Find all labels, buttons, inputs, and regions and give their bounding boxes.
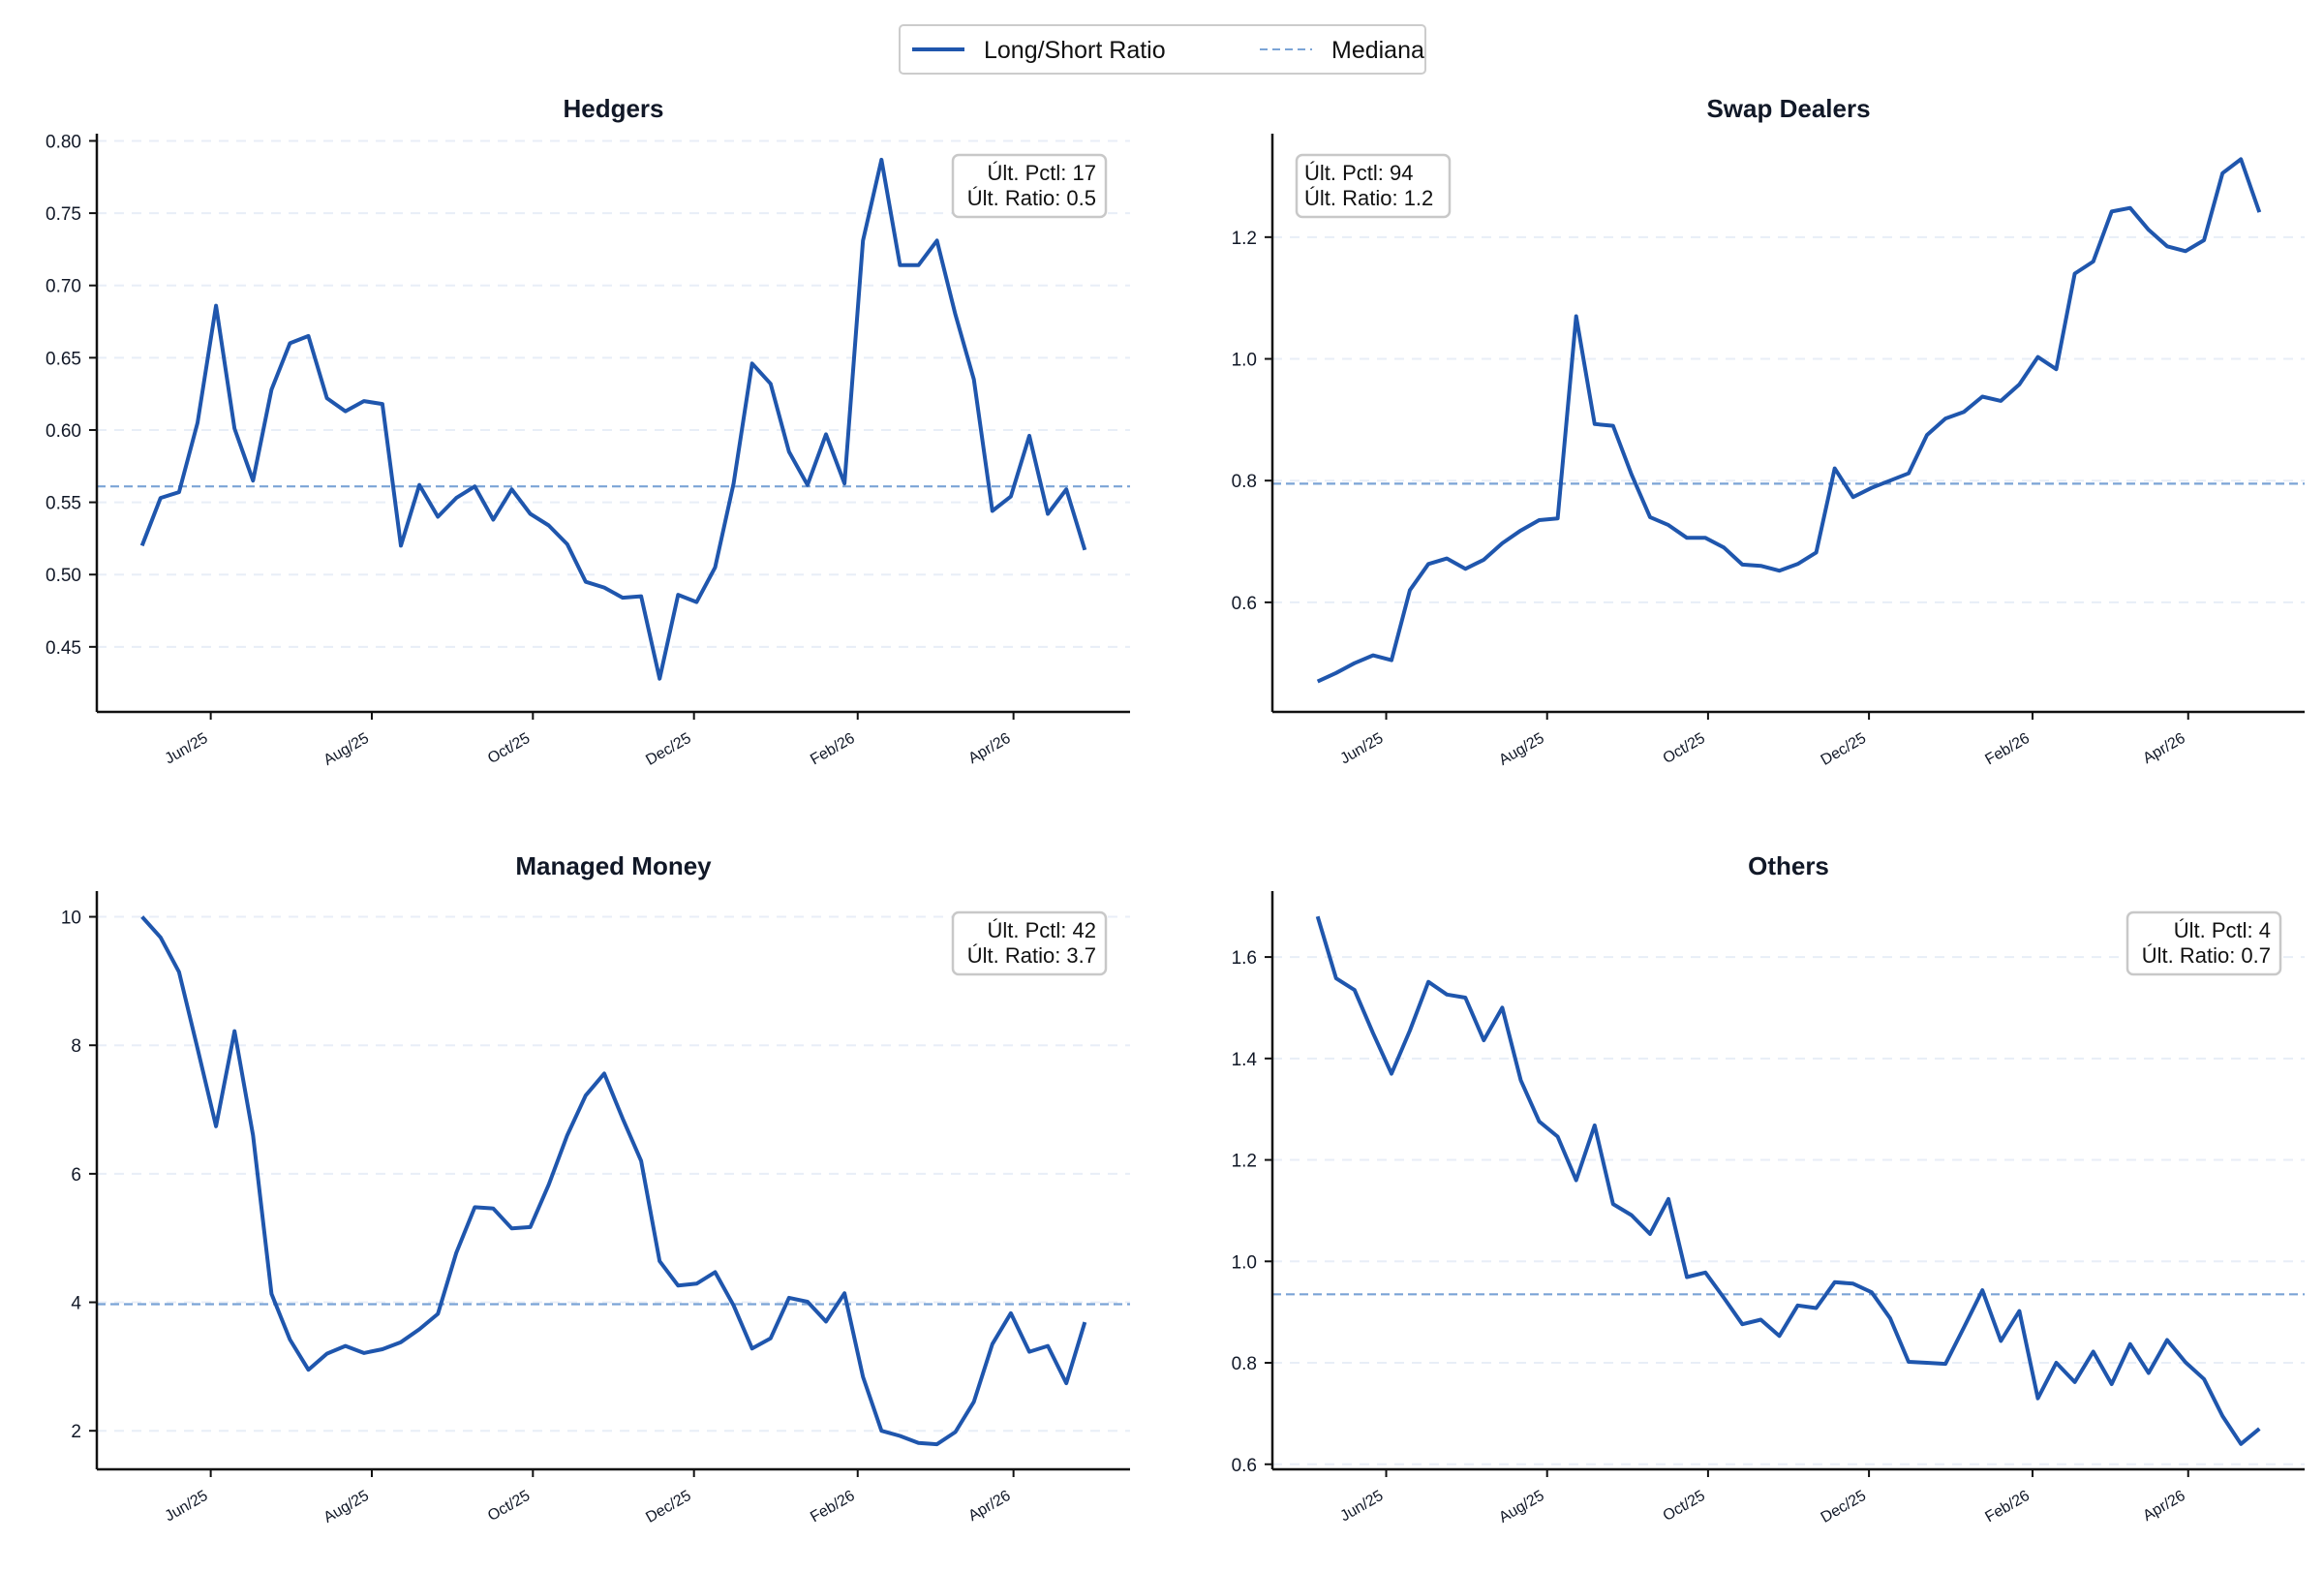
legend-box [899, 24, 1426, 75]
y-tick-label: 0.6 [1232, 594, 1257, 614]
x-tick-label: Dec/25 [643, 730, 693, 769]
x-tick-label: Aug/25 [321, 1488, 373, 1526]
x-tick-label: Jun/25 [1337, 730, 1386, 768]
y-tick-label: 0.45 [46, 638, 81, 659]
panel-2: 2 4 6 8 10 Jun/25 Aug/25 Oct/25 Dec/25 Feb/26 Apr/… [61, 851, 1130, 1526]
annotation-box [2125, 910, 2282, 976]
x-tick-label: Dec/25 [643, 1488, 693, 1526]
y-tick-label: 4 [71, 1294, 81, 1314]
chart-title: Hedgers [563, 94, 663, 123]
x-tick-label: Oct/25 [485, 1488, 533, 1525]
x-tick-label: Feb/26 [808, 730, 858, 769]
legend: Long/Short Ratio Mediana [899, 24, 1426, 75]
y-tick-label: 1.6 [1232, 948, 1257, 969]
x-tick-label: Feb/26 [1982, 1488, 2033, 1526]
y-tick-label: 0.6 [1232, 1456, 1257, 1476]
x-tick-label: Oct/25 [1661, 730, 1708, 767]
series-line [139, 157, 1087, 681]
chart-title: Managed Money [515, 851, 712, 880]
annotation-box [1295, 153, 1452, 219]
chart-title: Swap Dealers [1706, 94, 1870, 123]
y-tick-label: 1.4 [1232, 1050, 1258, 1070]
x-tick-label: Apr/26 [965, 1488, 1013, 1525]
annotation-ratio: Últ. Ratio: 0.7 [2142, 943, 2271, 968]
annotation-ratio: Últ. Ratio: 0.5 [967, 186, 1096, 210]
x-tick-label: Feb/26 [1982, 730, 2033, 769]
x-tick-label: Aug/25 [321, 730, 373, 769]
annotation-box [951, 910, 1108, 976]
y-tick-label: 0.65 [46, 349, 81, 369]
x-tick-label: Apr/26 [2140, 1488, 2187, 1525]
annotation-ratio: Últ. Ratio: 1.2 [1304, 186, 1433, 210]
x-tick-label: Apr/26 [965, 730, 1013, 767]
x-tick-label: Dec/25 [1819, 1488, 1869, 1526]
y-tick-label: 0.55 [46, 494, 81, 514]
y-tick-label: 1.0 [1232, 1252, 1257, 1273]
x-tick-label: Feb/26 [808, 1488, 858, 1526]
annotation-pctl: Últ. Pctl: 17 [988, 161, 1096, 185]
y-tick-label: 1.0 [1232, 351, 1257, 371]
annotation-ratio: Últ. Ratio: 3.7 [967, 943, 1096, 968]
y-tick-label: 0.50 [46, 566, 81, 586]
x-tick-label: Dec/25 [1819, 730, 1869, 769]
panel-3: 0.6 0.8 1.0 1.2 1.4 1.6 Jun/25 Aug/25 Oct/25 Dec/… [1232, 851, 2305, 1526]
x-tick-label: Jun/25 [163, 1488, 211, 1526]
x-tick-label: Aug/25 [1496, 730, 1547, 769]
y-tick-label: 6 [71, 1165, 81, 1186]
y-tick-label: 8 [71, 1036, 81, 1057]
y-tick-label: 1.2 [1232, 1152, 1257, 1172]
x-tick-label: Jun/25 [1337, 1488, 1386, 1526]
y-tick-label: 2 [71, 1422, 81, 1442]
chart-title: Others [1748, 851, 1829, 880]
panel-1: 0.6 0.8 1.0 1.2 Jun/25 Aug/25 Oct/25 Dec/25 Feb/… [1232, 94, 2305, 769]
y-tick-label: 0.8 [1232, 1354, 1257, 1374]
y-tick-label: 0.60 [46, 421, 81, 442]
panel-0: 0.45 0.50 0.55 0.60 0.65 0.70 0.75 0.80 Jun/25 Au… [46, 94, 1130, 769]
x-tick-label: Apr/26 [2140, 730, 2187, 767]
y-tick-label: 0.80 [46, 132, 81, 152]
annotation-box [951, 153, 1108, 219]
y-tick-label: 1.2 [1232, 229, 1257, 249]
annotation-pctl: Últ. Pctl: 4 [2174, 918, 2271, 942]
y-tick-label: 0.75 [46, 204, 81, 225]
series-line [1315, 915, 2261, 1446]
y-tick-label: 10 [61, 909, 81, 929]
annotation-pctl: Últ. Pctl: 94 [1304, 161, 1413, 185]
x-tick-label: Jun/25 [163, 730, 211, 768]
y-tick-label: 0.70 [46, 277, 81, 297]
series-line [1316, 157, 2262, 684]
x-tick-label: Oct/25 [1661, 1488, 1708, 1525]
legend-series-label: Long/Short Ratio [984, 37, 1166, 64]
legend-median-label: Mediana [1331, 37, 1424, 64]
annotation-pctl: Últ. Pctl: 42 [988, 918, 1096, 942]
y-tick-label: 0.8 [1232, 472, 1257, 492]
series-line [140, 915, 1087, 1447]
x-tick-label: Aug/25 [1496, 1488, 1547, 1526]
x-tick-label: Oct/25 [485, 730, 533, 767]
